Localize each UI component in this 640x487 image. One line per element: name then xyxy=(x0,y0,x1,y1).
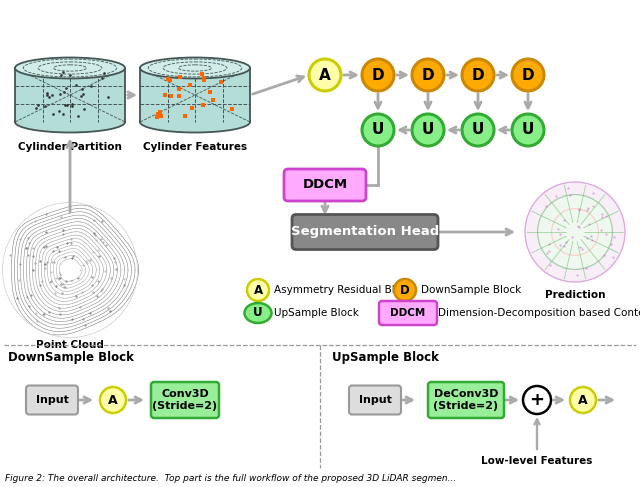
Text: D: D xyxy=(372,68,384,82)
Text: Low-level Features: Low-level Features xyxy=(481,456,593,466)
Text: UpSample Block: UpSample Block xyxy=(332,351,439,364)
FancyBboxPatch shape xyxy=(428,382,504,418)
Text: U: U xyxy=(372,123,384,137)
Text: D: D xyxy=(472,68,484,82)
Circle shape xyxy=(247,279,269,301)
Circle shape xyxy=(523,180,627,284)
Text: U: U xyxy=(522,123,534,137)
FancyBboxPatch shape xyxy=(284,169,366,201)
Text: Prediction: Prediction xyxy=(545,290,605,300)
Text: DownSample Block: DownSample Block xyxy=(8,351,134,364)
Circle shape xyxy=(512,114,544,146)
Text: D: D xyxy=(400,283,410,297)
Text: DownSample Block: DownSample Block xyxy=(421,285,521,295)
Text: Dimension-Decomposition based Context Modeling: Dimension-Decomposition based Context Mo… xyxy=(438,308,640,318)
Text: D: D xyxy=(522,68,534,82)
FancyBboxPatch shape xyxy=(292,214,438,249)
Circle shape xyxy=(362,114,394,146)
Ellipse shape xyxy=(15,112,125,132)
Ellipse shape xyxy=(244,303,271,323)
Ellipse shape xyxy=(140,112,250,132)
Text: Conv3D
(Stride=2): Conv3D (Stride=2) xyxy=(152,389,218,411)
Text: DDCM: DDCM xyxy=(303,179,348,191)
Text: A: A xyxy=(253,283,262,297)
FancyBboxPatch shape xyxy=(349,386,401,414)
FancyBboxPatch shape xyxy=(379,301,437,325)
Text: A: A xyxy=(108,393,118,407)
FancyBboxPatch shape xyxy=(15,68,125,122)
Text: UpSample Block: UpSample Block xyxy=(274,308,359,318)
Text: U: U xyxy=(472,123,484,137)
Text: Segmentation Head: Segmentation Head xyxy=(291,225,439,239)
Text: A: A xyxy=(578,393,588,407)
Circle shape xyxy=(362,59,394,91)
Circle shape xyxy=(462,59,494,91)
Circle shape xyxy=(309,59,341,91)
Ellipse shape xyxy=(15,57,125,78)
Circle shape xyxy=(512,59,544,91)
Circle shape xyxy=(412,59,444,91)
Circle shape xyxy=(394,279,416,301)
Circle shape xyxy=(100,387,126,413)
Text: Input: Input xyxy=(36,395,68,405)
Text: Asymmetry Residual Block: Asymmetry Residual Block xyxy=(274,285,413,295)
Text: Cylinder Features: Cylinder Features xyxy=(143,143,247,152)
Circle shape xyxy=(570,387,596,413)
Circle shape xyxy=(525,182,625,282)
Circle shape xyxy=(60,260,80,280)
Text: +: + xyxy=(529,391,545,409)
Circle shape xyxy=(462,114,494,146)
Text: Figure 2: The overall architecture.  Top part is the full workflow of the propos: Figure 2: The overall architecture. Top … xyxy=(5,474,456,483)
Circle shape xyxy=(523,386,551,414)
Text: Cylinder Partition: Cylinder Partition xyxy=(18,143,122,152)
Text: A: A xyxy=(319,68,331,82)
Circle shape xyxy=(3,203,138,337)
FancyBboxPatch shape xyxy=(140,68,250,122)
Text: DeConv3D
(Stride=2): DeConv3D (Stride=2) xyxy=(433,389,499,411)
Text: Input: Input xyxy=(358,395,392,405)
Text: U: U xyxy=(422,123,434,137)
Ellipse shape xyxy=(140,57,250,78)
FancyBboxPatch shape xyxy=(26,386,78,414)
Text: Point Cloud: Point Cloud xyxy=(36,340,104,350)
Text: U: U xyxy=(253,306,263,319)
Text: D: D xyxy=(422,68,435,82)
Circle shape xyxy=(412,114,444,146)
FancyBboxPatch shape xyxy=(151,382,219,418)
Circle shape xyxy=(538,195,612,269)
Text: DDCM: DDCM xyxy=(390,308,426,318)
